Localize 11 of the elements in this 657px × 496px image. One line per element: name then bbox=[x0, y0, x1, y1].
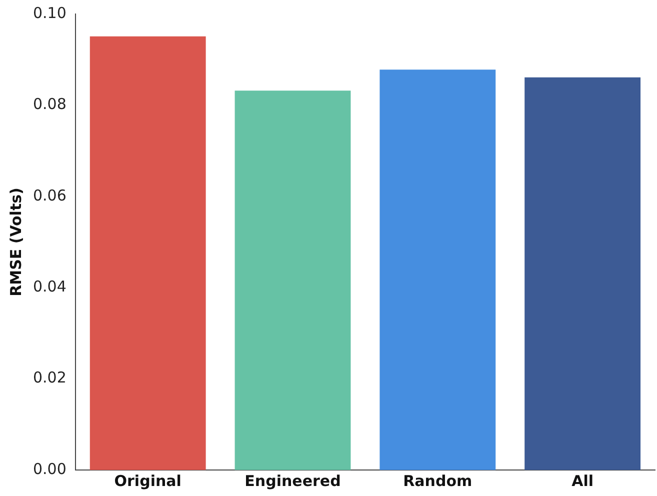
x-tick-label: All bbox=[572, 472, 594, 490]
y-tick-label: 0.08 bbox=[32, 95, 66, 114]
x-tick-label: Original bbox=[114, 472, 182, 490]
y-tick-label: 0.02 bbox=[32, 368, 66, 387]
y-axis-title: RMSE (Volts) bbox=[6, 188, 25, 296]
y-tick-label: 0.10 bbox=[32, 4, 66, 22]
x-tick-label: Random bbox=[403, 472, 472, 490]
y-tick-label: 0.04 bbox=[32, 277, 66, 296]
y-tick-label: 0.00 bbox=[32, 460, 66, 478]
y-tick-label: 0.06 bbox=[32, 186, 66, 204]
x-tick-label: Engineered bbox=[244, 472, 341, 490]
